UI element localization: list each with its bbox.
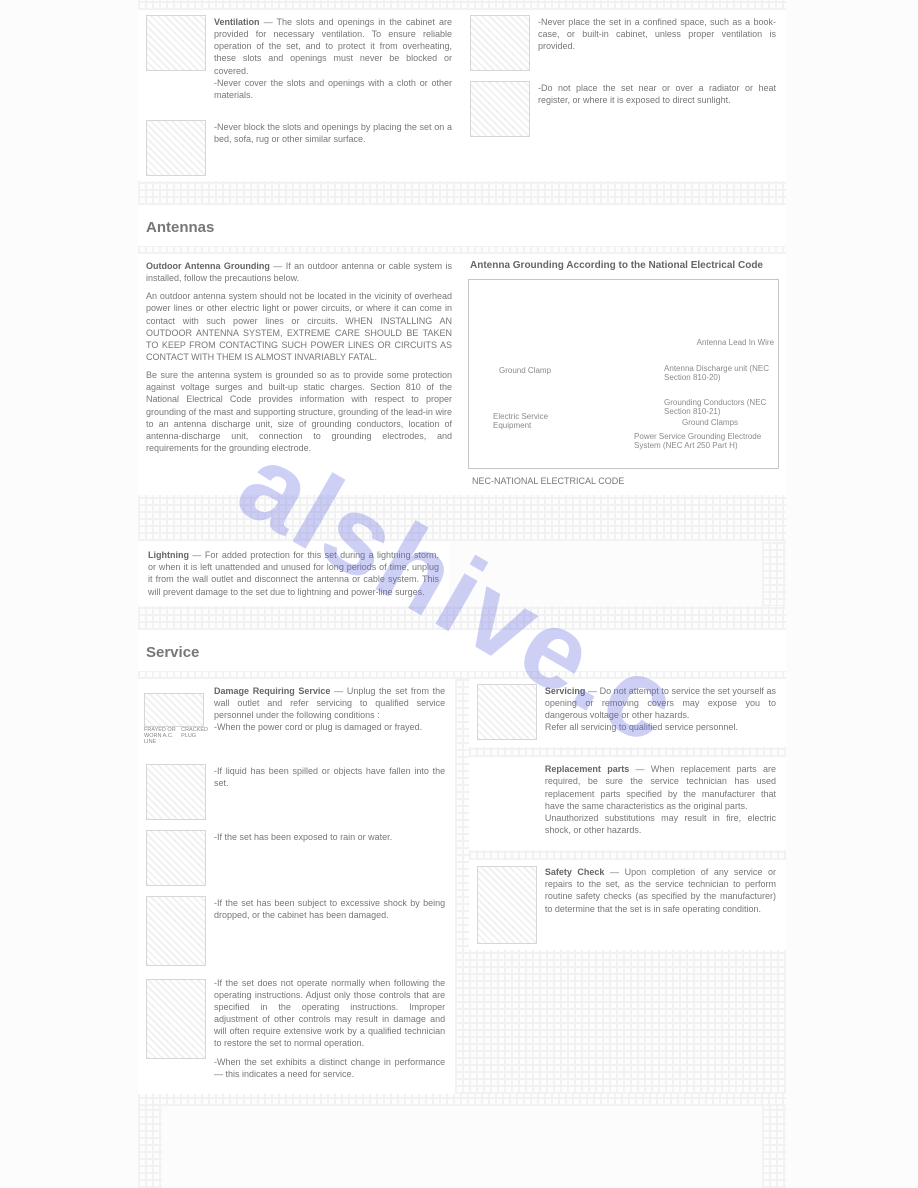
antennas-body: Outdoor Antenna Grounding — If an outdoo… xyxy=(138,254,786,495)
lbl-conduct: Grounding Conductors (NEC Section 810-21… xyxy=(664,398,774,416)
lbl-gclamp: Ground Clamp xyxy=(499,366,551,375)
service-text-l4: -If the set has been subject to excessiv… xyxy=(214,891,455,971)
service-right: Servicing — Do not attempt to service th… xyxy=(469,679,786,1094)
service-text-l1: Damage Requiring Service — Unplug the se… xyxy=(214,679,455,759)
hatch-sub-1 xyxy=(138,246,786,254)
hatch-r1 xyxy=(469,747,786,757)
service-left: FRAYED OR WORN A.C. LINE CRACKED PLUG Da… xyxy=(138,679,455,1094)
card-ventilation: Ventilation — The slots and openings in … xyxy=(138,10,786,181)
service-icon-r1 xyxy=(469,679,545,745)
heading-service: Service xyxy=(138,630,786,671)
antennas-diagram: Antenna Lead In Wire Ground Clamp Antenn… xyxy=(468,279,779,469)
ventilation-text-1: Ventilation — The slots and openings in … xyxy=(214,10,462,115)
hatch-bottom xyxy=(138,1094,786,1106)
lbl-gclamps: Ground Clamps xyxy=(682,418,738,427)
page: Ventilation — The slots and openings in … xyxy=(138,0,786,1106)
hatch-top xyxy=(138,0,786,10)
antennas-diagram-caption: NEC-NATIONAL ELECTRICAL CODE xyxy=(462,469,786,495)
ventilation-text-4: -Do not place the set near or over a rad… xyxy=(538,76,786,142)
lbl-leadin: Antenna Lead In Wire xyxy=(697,338,774,347)
caption-cracked: CRACKED PLUG xyxy=(181,727,208,745)
card-service-head: Service xyxy=(138,630,786,671)
caption-frayed: FRAYED OR WORN A.C. LINE xyxy=(144,727,181,745)
antennas-right: Antenna Grounding According to the Natio… xyxy=(462,254,786,495)
hatch-r2 xyxy=(469,850,786,860)
ventilation-icon-3 xyxy=(138,115,214,181)
antennas-diagram-title: Antenna Grounding According to the Natio… xyxy=(462,254,786,273)
service-mid-hatch xyxy=(455,679,469,1094)
service-text-r3: Safety Check — Upon completion of any se… xyxy=(545,860,786,950)
service-icon-l4 xyxy=(138,891,214,971)
service-text-l5: -If the set does not operate normally wh… xyxy=(214,971,455,1094)
ventilation-icon-2 xyxy=(462,10,538,76)
service-text-l3: -If the set has been exposed to rain or … xyxy=(214,825,402,891)
hatch-sub-2 xyxy=(138,671,786,679)
lbl-service: Electric Service Equipment xyxy=(493,412,565,430)
service-text-l2: -If liquid has been spilled or objects h… xyxy=(214,759,455,825)
ventilation-text-2: -Never place the set in a confined space… xyxy=(538,10,786,76)
ventilation-icon-4 xyxy=(462,76,538,142)
lightning-block: Lightning — For added protection for thi… xyxy=(138,541,449,606)
ventilation-text-3: -Never block the slots and openings by p… xyxy=(214,115,462,181)
service-text-r2: Replacement parts — When replacement par… xyxy=(545,757,786,850)
hatch-sep-3 xyxy=(138,606,786,630)
lbl-electrode: Power Service Grounding Electrode System… xyxy=(634,432,774,450)
heading-antennas: Antennas xyxy=(138,205,786,246)
lbl-discharge: Antenna Discharge unit (NEC Section 810-… xyxy=(664,364,774,382)
hatch-sep-2 xyxy=(138,495,786,541)
service-icon-r3 xyxy=(469,860,545,950)
service-icon-l5 xyxy=(138,971,214,1067)
antennas-left: Outdoor Antenna Grounding — If an outdoo… xyxy=(138,254,462,495)
service-text-r1: Servicing — Do not attempt to service th… xyxy=(545,679,786,748)
service-icon-l1: FRAYED OR WORN A.C. LINE CRACKED PLUG xyxy=(138,679,214,759)
service-icon-l3 xyxy=(138,825,214,891)
hatch-r3 xyxy=(469,950,786,1094)
ventilation-icon-1 xyxy=(138,10,214,76)
service-icon-l2 xyxy=(138,759,214,825)
service-body: FRAYED OR WORN A.C. LINE CRACKED PLUG Da… xyxy=(138,679,786,1094)
card-antennas: Antennas xyxy=(138,205,786,246)
hatch-sep-1 xyxy=(138,181,786,205)
